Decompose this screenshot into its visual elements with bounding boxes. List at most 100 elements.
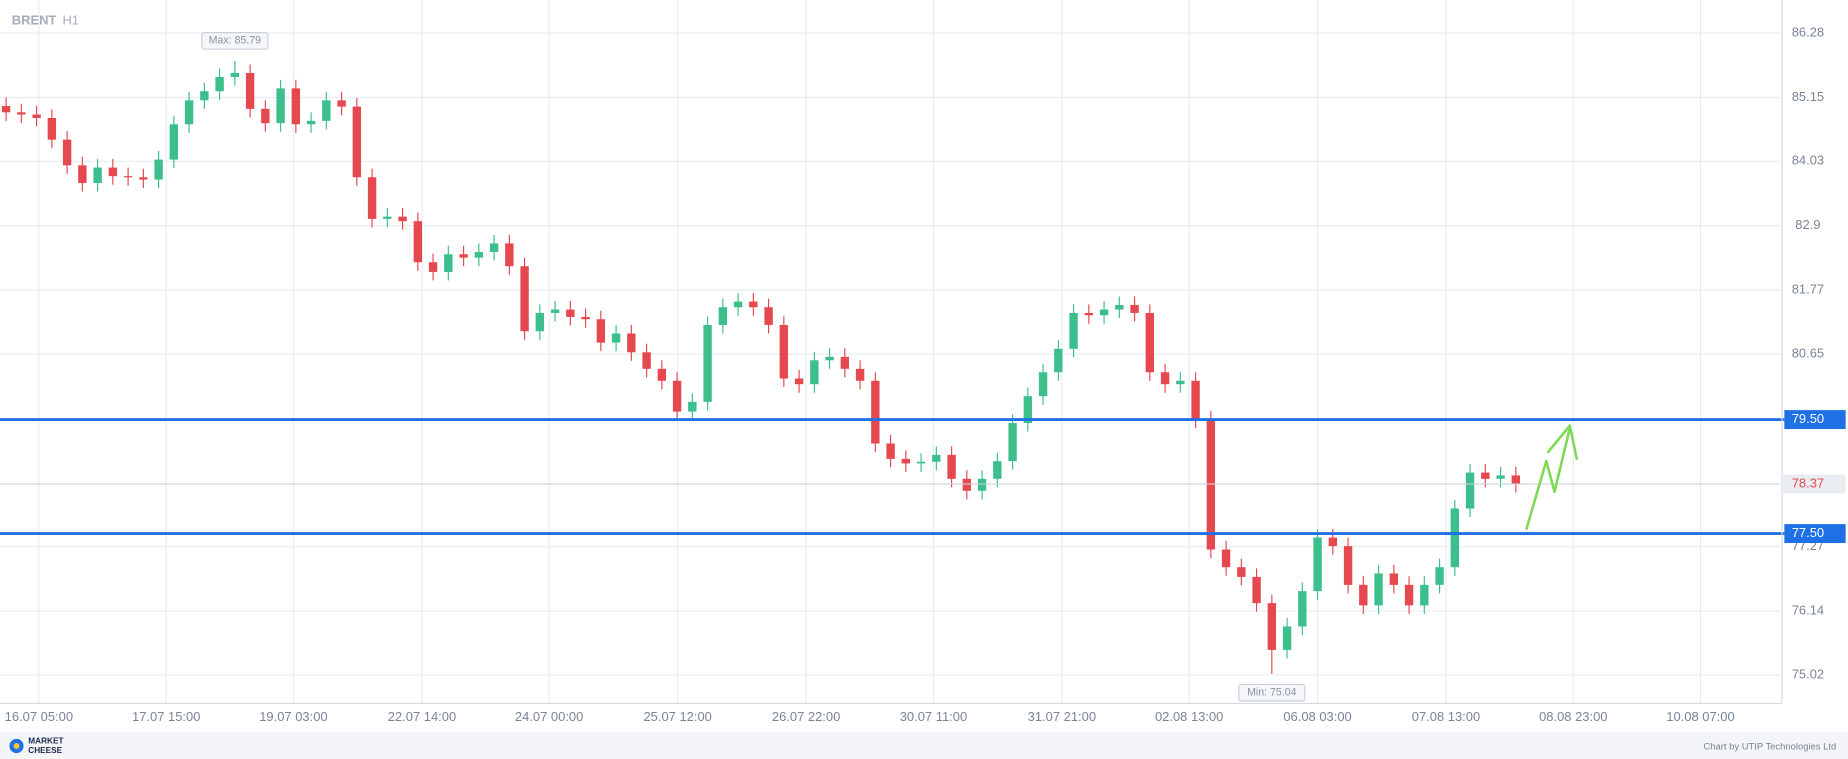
candle-body [1511,475,1521,484]
candle-body [1191,380,1200,420]
y-tick-label: 84.03 [1792,153,1824,168]
overlay: Max: 85.79 Min: 75.04 [0,32,1785,702]
y-tick-label: 81.77 [1792,282,1824,297]
level-box [1784,410,1846,430]
candle-body [291,88,301,125]
candle-body [916,461,926,464]
level-label: 79.50 [1792,411,1824,426]
candle-body [1,106,11,113]
x-tick-label: 02.08 13:00 [1155,709,1223,724]
forecast-arrow [1525,427,1572,531]
candle-body [1298,591,1307,627]
source-credit: Chart by UTIP Technologies Ltd [1704,742,1837,753]
logo-text: MARKET [28,736,63,745]
candle-body [398,216,407,222]
candle-body [47,117,57,140]
level-box [1784,524,1846,544]
candle-body [901,458,911,464]
candle-body [1023,396,1033,423]
candle-body [474,251,484,258]
candle-body [245,72,255,109]
candle-body [550,309,560,313]
y-tick-label: 82.9 [1795,217,1820,232]
candle-body [276,88,285,124]
x-tick-label: 31.07 21:00 [1028,709,1096,724]
x-tick-label: 25.07 12:00 [643,709,711,724]
candle-body [1038,372,1048,397]
y-tick-label: 80.65 [1792,345,1824,360]
candle-body [1176,380,1185,385]
x-tick-label: 19.07 03:00 [259,709,327,724]
x-tick-label: 08.08 23:00 [1539,709,1607,724]
y-tick-label: 86.28 [1792,24,1824,39]
y-tick-label: 76.14 [1792,602,1824,617]
candle-body [1450,508,1460,568]
last-price-label: 78.37 [1792,475,1824,490]
candle-body [764,307,773,325]
candle-body [581,316,590,320]
extreme-box [1238,683,1306,702]
candle-body [62,139,72,166]
candle-body [1237,567,1246,577]
candle-body [688,401,697,412]
candle-body [596,319,606,343]
candle-body [794,378,804,385]
last-price-box [1783,474,1846,494]
extreme-label: Max: 85.79 [209,35,262,47]
candle-body [1069,312,1078,349]
candle-body [505,243,514,267]
candle-body [215,76,224,92]
y-tick-label: 85.15 [1792,89,1824,104]
candle-body [642,352,651,369]
forecast-arrowhead [1546,424,1579,461]
candle-body [718,307,728,325]
candle-body [337,100,346,107]
candle-body [1420,584,1429,606]
x-tick-label: 22.07 14:00 [388,709,456,724]
x-tick-label: 24.07 00:00 [515,709,583,724]
candle-body [1115,304,1124,310]
candle-body [840,356,850,369]
x-tick-label: 30.07 11:00 [900,709,967,724]
candle-body [489,243,499,252]
candle-body [1054,348,1063,373]
candle-body [352,106,362,178]
candle-body [261,108,270,124]
candle-body [459,254,468,258]
candle-body [1282,626,1292,650]
candle-body [32,114,41,118]
candle-body [1099,309,1109,316]
candle-body [1221,549,1231,568]
candle-body [825,356,834,361]
y-tick-label: 75.02 [1792,666,1824,681]
level-label: 77.50 [1792,525,1824,540]
candle-body [322,100,331,121]
x-tick-label: 17.07 15:00 [132,709,200,724]
candle-body [871,380,880,444]
candle-body [1389,573,1399,585]
logo-mark-center [13,743,20,749]
candle-body [1084,312,1094,316]
chart-title: BRENT [12,13,57,28]
candle-body [1252,576,1261,604]
candle-body [93,167,102,183]
candle-body [1267,603,1277,650]
x-tick-label: 07.08 13:00 [1412,709,1480,724]
candle-body [139,177,148,180]
candle-body [1465,472,1475,509]
candle-body [413,221,423,263]
candle-body [1145,312,1155,373]
logo-text: CHEESE [28,746,62,755]
candle-body [367,177,377,219]
candle-body [169,124,179,160]
candle-body [230,72,240,77]
x-tick-label: 26.07 22:00 [772,709,840,724]
x-tick-label: 16.07 05:00 [5,709,73,724]
candle-body [779,324,789,379]
candle-body [535,312,545,332]
candle-body [611,333,621,343]
candle-body [1313,537,1322,592]
candle-body [749,301,758,308]
